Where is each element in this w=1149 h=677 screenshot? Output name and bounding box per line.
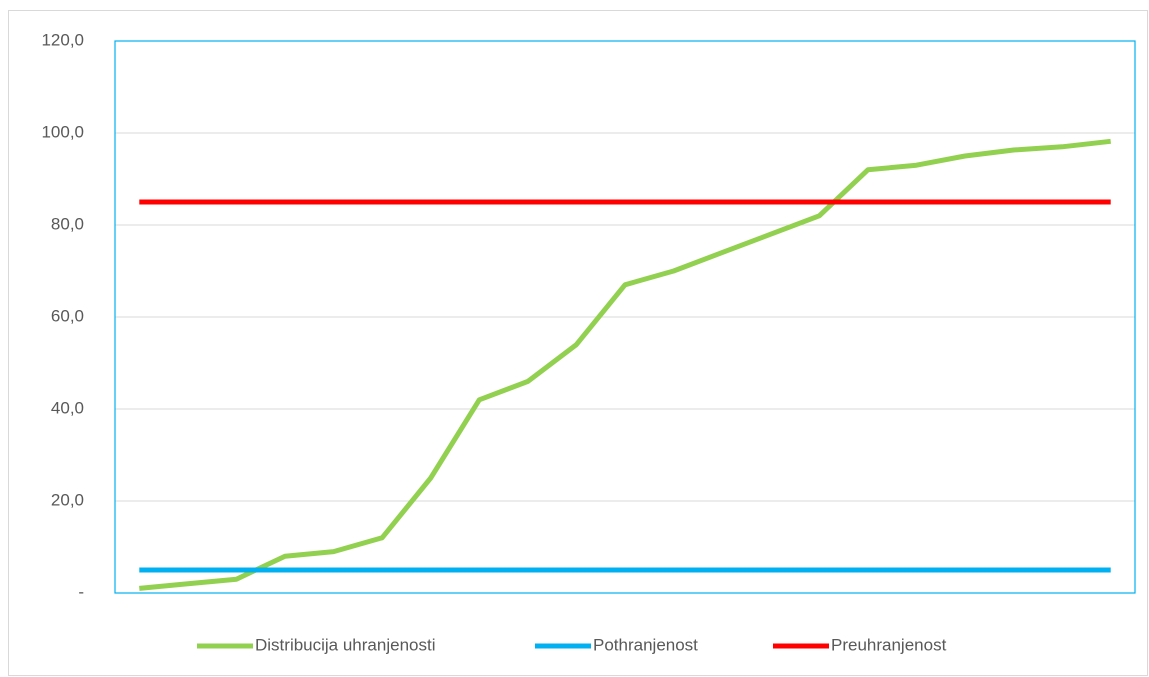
plot-area	[114, 40, 1136, 594]
legend-label: Distribucija uhranjenosti	[255, 635, 435, 654]
y-tick-label: 100,0	[41, 122, 84, 141]
y-tick-label: 60,0	[51, 306, 84, 325]
y-tick-label: 20,0	[51, 490, 84, 509]
y-tick-label: 80,0	[51, 214, 84, 233]
legend-label: Preuhranjenost	[831, 635, 947, 654]
y-tick-label: 120,0	[41, 30, 84, 49]
legend-label: Pothranjenost	[593, 635, 698, 654]
y-tick-label: 40,0	[51, 398, 84, 417]
y-tick-label: -	[78, 582, 84, 601]
data-line	[139, 138, 1111, 591]
